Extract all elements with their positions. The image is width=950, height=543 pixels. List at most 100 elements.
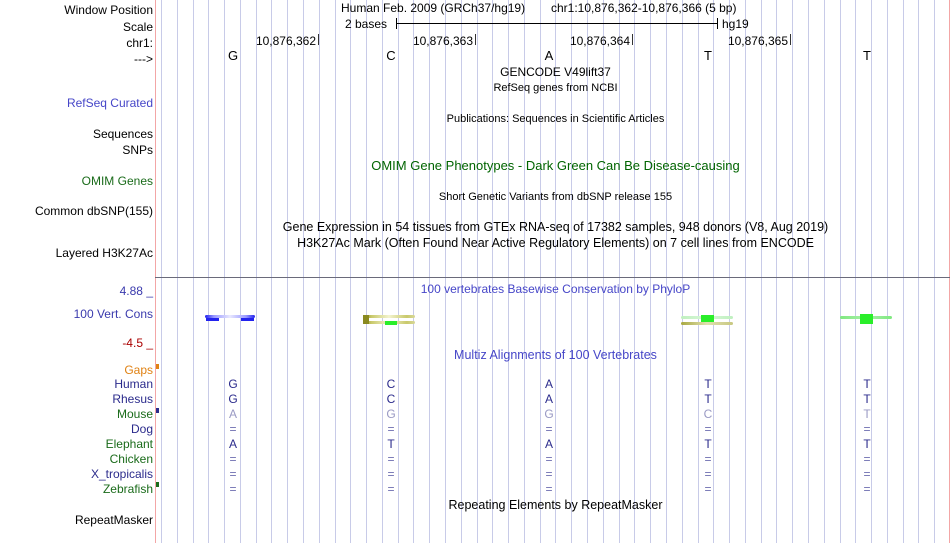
assembly-label: Human Feb. 2009 (GRCh37/hg19) (341, 1, 526, 15)
track-separator (155, 277, 950, 278)
species-label-human[interactable]: Human (114, 377, 153, 391)
multiz-base: A (544, 392, 553, 406)
multiz-base: T (863, 377, 871, 391)
species-label-elephant[interactable]: Elephant (105, 437, 153, 451)
ruler-tick (790, 34, 791, 45)
multiz-base: A (544, 377, 553, 391)
label-repeatmasker[interactable]: RepeatMasker (74, 513, 153, 527)
reference-base: C (386, 48, 396, 63)
label-window-position: Window Position (64, 3, 153, 17)
multiz-base: G (544, 407, 554, 421)
species-label-chicken[interactable]: Chicken (109, 452, 153, 466)
species-label-mouse[interactable]: Mouse (116, 407, 153, 421)
multiz-base: = (387, 422, 395, 436)
gap-tick-1 (156, 364, 159, 369)
ruler-coordinate: 10,876,364 (569, 34, 630, 48)
label-scale: Scale (122, 20, 153, 34)
label-refseq-curated[interactable]: RefSeq Curated (66, 96, 153, 110)
reference-base: A (544, 48, 554, 63)
species-label-rhesus[interactable]: Rhesus (112, 392, 153, 406)
multiz-base: = (387, 452, 395, 466)
track-title-refseq-ncbi[interactable]: RefSeq genes from NCBI (493, 82, 618, 94)
species-label-dog[interactable]: Dog (130, 422, 153, 436)
label-strand: ---> (134, 52, 153, 66)
multiz-base: = (545, 452, 553, 466)
multiz-base: = (229, 452, 237, 466)
track-label-column: Window Position Scale chr1: ---> RefSeq … (0, 0, 153, 543)
species-label-x_tropicalis[interactable]: X_tropicalis (90, 467, 153, 481)
track-title-multiz[interactable]: Multiz Alignments of 100 Vertebrates (454, 348, 657, 362)
track-title-repeatmasker[interactable]: Repeating Elements by RepeatMasker (448, 498, 663, 512)
multiz-base: = (545, 467, 553, 481)
multiz-base: T (704, 392, 712, 406)
reference-base: T (863, 48, 871, 63)
db-label: hg19 (722, 17, 749, 31)
gap-tick-3 (156, 482, 159, 487)
label-cons-title[interactable]: 100 Vert. Cons (73, 307, 153, 321)
scale-label: 2 bases (345, 17, 388, 31)
multiz-base: = (704, 422, 712, 436)
multiz-base: = (229, 422, 237, 436)
multiz-base: A (228, 407, 237, 421)
multiz-base: T (863, 407, 871, 421)
multiz-base: A (544, 437, 553, 451)
multiz-base: = (387, 467, 395, 481)
multiz-base: = (863, 452, 871, 466)
multiz-base: G (228, 392, 238, 406)
ruler-coordinate: 10,876,363 (412, 34, 473, 48)
label-snps[interactable]: SNPs (122, 143, 153, 157)
track-title-gencode[interactable]: GENCODE V49lift37 (500, 65, 611, 79)
label-cons-min: -4.5 _ (122, 336, 153, 350)
ruler-tick (632, 34, 633, 45)
label-chrom: chr1: (126, 36, 153, 50)
gap-tick-2 (156, 408, 159, 413)
multiz-base: G (228, 377, 238, 391)
conservation-plot[interactable] (161, 283, 950, 345)
label-sequences[interactable]: Sequences (92, 127, 153, 141)
label-layered-h3k27ac[interactable]: Layered H3K27Ac (55, 246, 153, 260)
track-title-omim[interactable]: OMIM Gene Phenotypes - Dark Green Can Be… (371, 158, 740, 173)
reference-base: G (227, 48, 239, 63)
label-gaps[interactable]: Gaps (124, 363, 153, 377)
reference-base: T (704, 48, 712, 63)
label-omim-genes[interactable]: OMIM Genes (81, 174, 153, 188)
label-cons-max: 4.88 _ (119, 284, 153, 298)
track-title-publications[interactable]: Publications: Sequences in Scientific Ar… (446, 113, 665, 125)
multiz-base: T (863, 437, 871, 451)
multiz-base: T (863, 392, 871, 406)
left-boundary-rule (155, 0, 156, 543)
track-title-phylop[interactable]: 100 vertebrates Basewise Conservation by… (420, 282, 691, 296)
multiz-base: C (703, 407, 713, 421)
position-label[interactable]: chr1:10,876,362-10,876,366 (5 bp) (551, 1, 737, 15)
multiz-base: = (545, 482, 553, 496)
multiz-base: = (387, 482, 395, 496)
multiz-base: = (704, 467, 712, 481)
track-title-h3k27ac[interactable]: H3K27Ac Mark (Often Found Near Active Re… (297, 236, 814, 250)
multiz-base: = (704, 482, 712, 496)
species-label-column: Human Rhesus Mouse Dog Elephant Chicken X_trop… (0, 0, 153, 543)
ruler-tick (318, 34, 319, 45)
track-title-gtex[interactable]: Gene Expression in 54 tissues from GTEx … (282, 220, 829, 234)
scale-bar (396, 18, 718, 29)
multiz-base: T (704, 377, 712, 391)
species-label-zebrafish[interactable]: Zebrafish (102, 482, 153, 496)
multiz-base: = (545, 422, 553, 436)
ruler-coordinate: 10,876,365 (727, 34, 788, 48)
multiz-base: = (863, 422, 871, 436)
multiz-base: C (386, 392, 396, 406)
multiz-base: A (228, 437, 237, 451)
track-title-dbsnp[interactable]: Short Genetic Variants from dbSNP releas… (438, 191, 673, 203)
multiz-base: = (229, 482, 237, 496)
multiz-base: = (863, 467, 871, 481)
ruler-tick (475, 34, 476, 45)
multiz-base: T (387, 437, 395, 451)
multiz-base: = (863, 482, 871, 496)
multiz-base: = (229, 467, 237, 481)
multiz-base: G (386, 407, 396, 421)
multiz-base: = (704, 452, 712, 466)
multiz-base: C (386, 377, 396, 391)
ruler-coordinate: 10,876,362 (255, 34, 316, 48)
label-common-dbsnp[interactable]: Common dbSNP(155) (34, 204, 153, 218)
multiz-base: T (704, 437, 712, 451)
